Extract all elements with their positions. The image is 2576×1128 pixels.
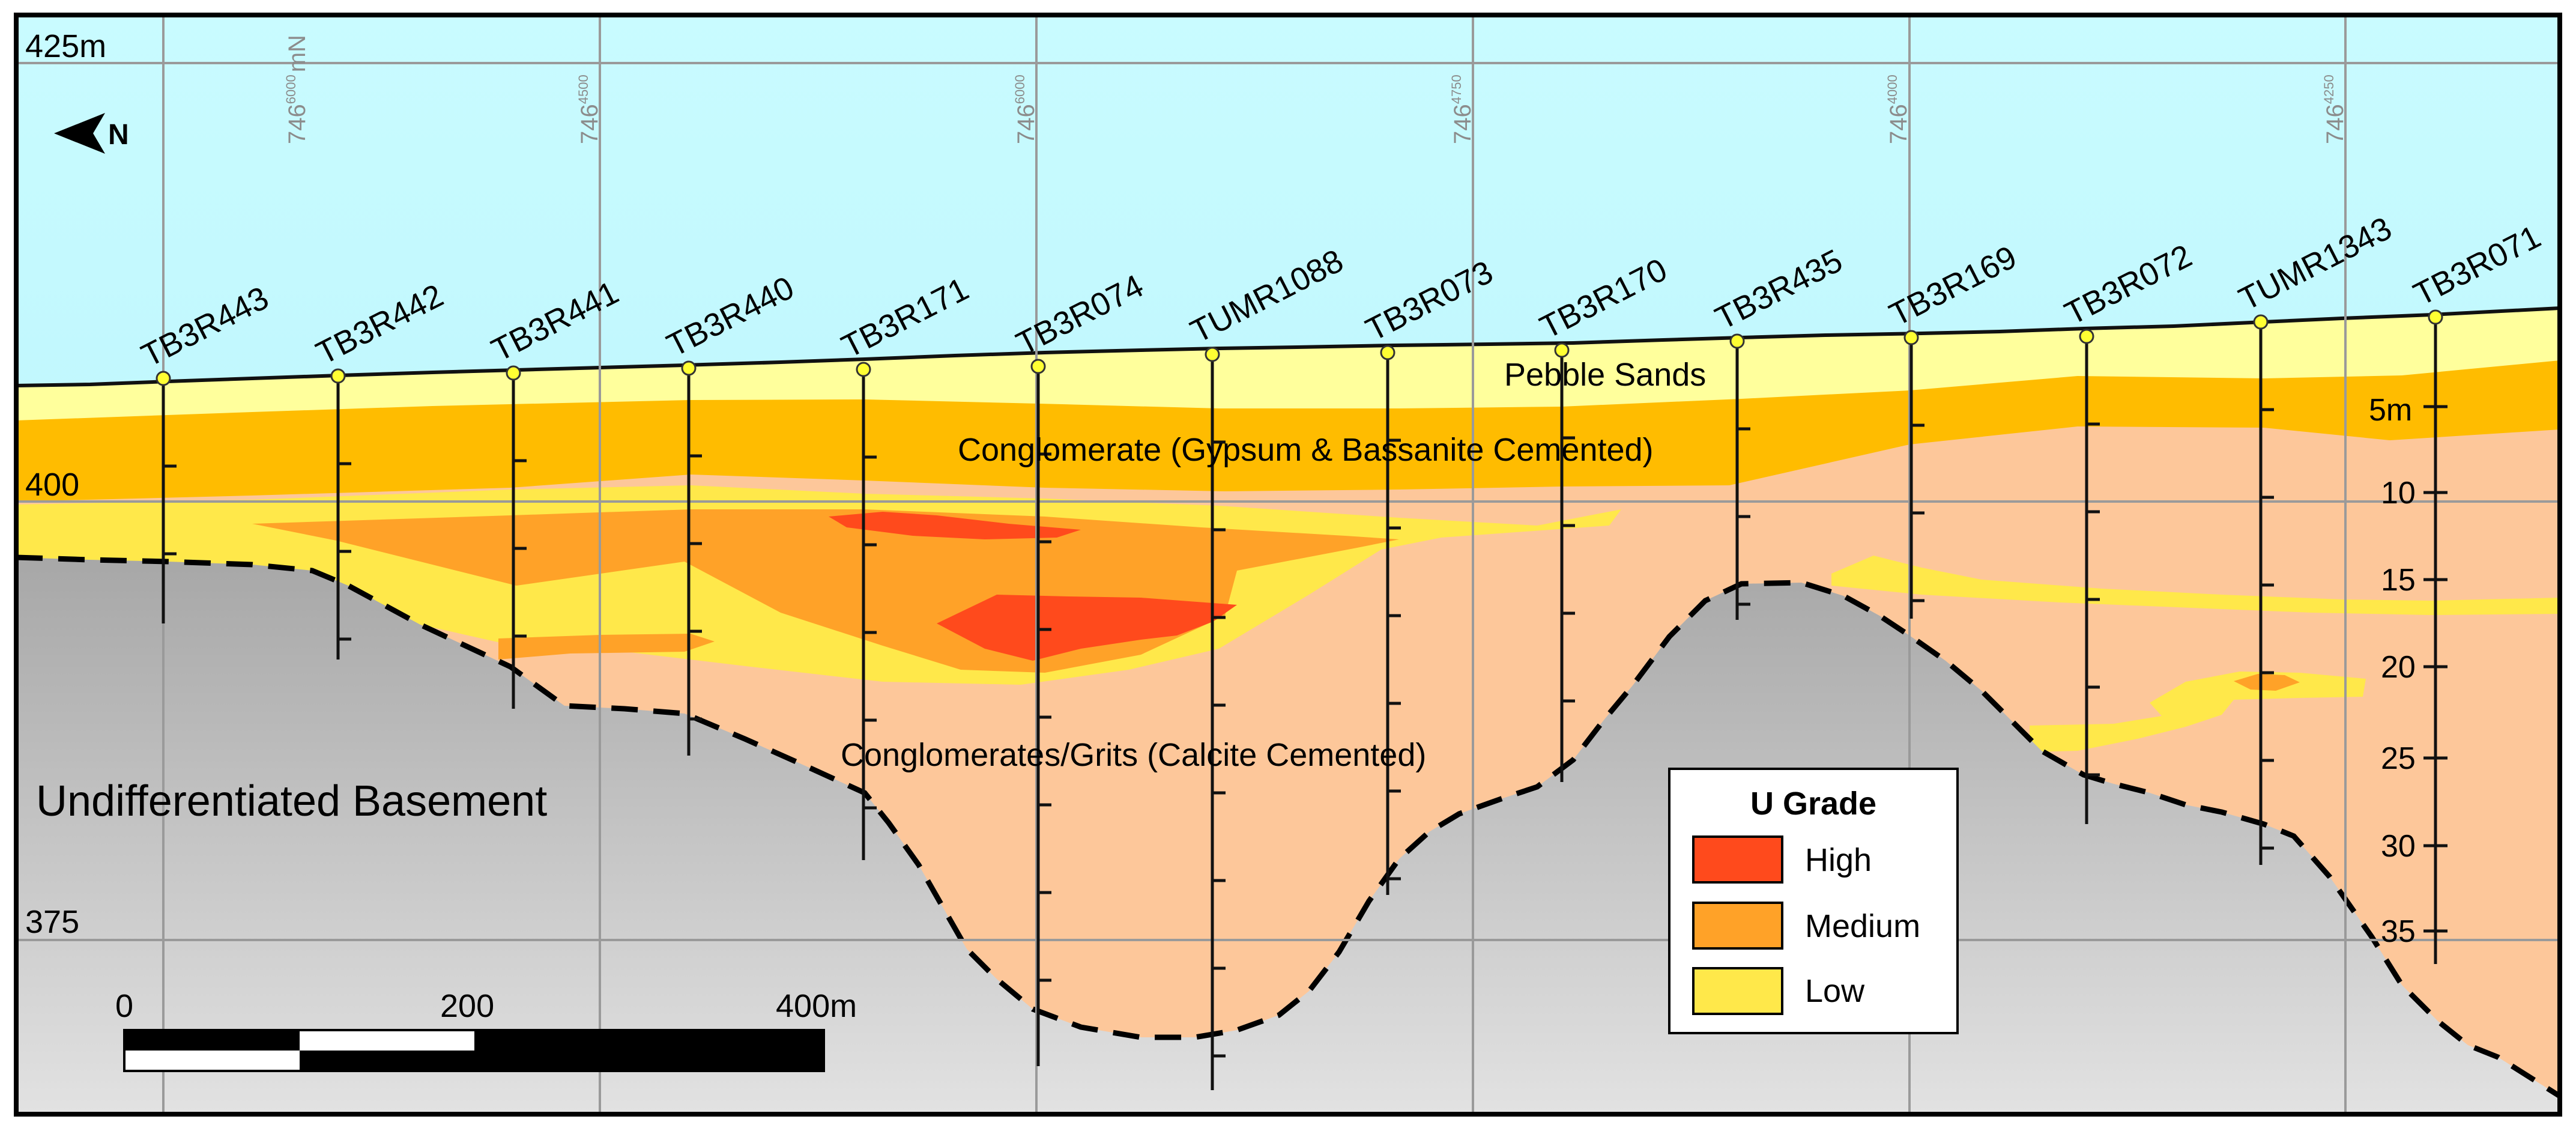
medium-grade-zone-small bbox=[498, 634, 715, 660]
legend-swatch-low bbox=[1692, 967, 1783, 1015]
basement-contact bbox=[16, 554, 2562, 1099]
svg-text:7464750: 7464750 bbox=[1449, 74, 1476, 144]
northing-label: 7464750 bbox=[1449, 74, 1476, 144]
northing-main: 746 bbox=[284, 104, 310, 144]
northing-label: 7464000 bbox=[1885, 74, 1912, 144]
northing-label: 7464500 bbox=[576, 74, 603, 144]
scale-bar-label-200: 200 bbox=[440, 988, 494, 1024]
northing-sup: 4000 bbox=[1885, 74, 1900, 104]
northing-main: 746 bbox=[1013, 104, 1039, 144]
northing-sup: 4250 bbox=[2321, 74, 2336, 104]
svg-text:7464500: 7464500 bbox=[576, 74, 603, 144]
drillhole-collar bbox=[1554, 342, 1570, 358]
scale-bar-label-400: 400m bbox=[776, 988, 857, 1024]
unit-label-pebble-sands: Pebble Sands bbox=[1504, 357, 1706, 393]
elevation-label-400: 400 bbox=[25, 467, 79, 503]
legend: U Grade High Medium Low bbox=[1668, 768, 1959, 1034]
unit-label-grits: Conglomerates/Grits (Calcite Cemented) bbox=[841, 737, 1426, 773]
svg-text:7466000: 7466000 bbox=[1012, 74, 1039, 144]
elevation-label-425: 425m bbox=[25, 28, 106, 64]
svg-text:7464250: 7464250 bbox=[2321, 74, 2348, 144]
drillhole-collar bbox=[2428, 309, 2443, 325]
ground-surface bbox=[16, 306, 2560, 387]
figure-frame bbox=[14, 13, 2562, 1117]
north-arrow: N bbox=[54, 113, 129, 154]
depth-label: 5m bbox=[2369, 393, 2412, 428]
drillhole-collar bbox=[2253, 314, 2269, 330]
northing-sup: 4750 bbox=[1449, 74, 1464, 104]
northing-label: 7464250 bbox=[2321, 74, 2348, 144]
north-arrow-icon bbox=[54, 113, 105, 154]
depth-label: 25 bbox=[2381, 741, 2416, 776]
high-grade-zone-south bbox=[937, 595, 1237, 661]
scale-bar-segment bbox=[474, 1030, 824, 1051]
legend-swatch-medium bbox=[1692, 902, 1783, 950]
north-arrow-label: N bbox=[108, 119, 129, 151]
unit-label-basement: Undifferentiated Basement bbox=[36, 777, 547, 825]
depth-label: 30 bbox=[2381, 829, 2416, 864]
depth-label: 20 bbox=[2381, 650, 2416, 685]
low-grade-zone-east bbox=[1831, 556, 2560, 615]
legend-label-low: Low bbox=[1805, 973, 1865, 1009]
drillhole-collar bbox=[681, 360, 697, 376]
scale-bar-segment bbox=[124, 1030, 300, 1051]
northing-sup: 6000 bbox=[283, 74, 298, 104]
svg-text:7464000: 7464000 bbox=[1885, 74, 1912, 144]
drillhole-collar bbox=[1380, 345, 1395, 360]
legend-label-medium: Medium bbox=[1805, 908, 1920, 944]
legend-title: U Grade bbox=[1750, 786, 1876, 822]
depth-label: 10 bbox=[2381, 476, 2416, 511]
unit-label-conglomerate: Conglomerate (Gypsum & Bassanite Cemente… bbox=[958, 432, 1654, 468]
drillhole-collar bbox=[1030, 359, 1046, 374]
northing-main: 746 bbox=[576, 104, 603, 144]
scale-bar-segment bbox=[300, 1051, 474, 1071]
drillhole-collar bbox=[1729, 333, 1745, 349]
northing-sup: 4500 bbox=[576, 74, 591, 104]
drillhole-collar bbox=[1903, 330, 1919, 345]
scale-bar-segment bbox=[474, 1051, 824, 1071]
northing-label: 7466000 bbox=[1012, 74, 1039, 144]
svg-text:7466000mN: 7466000 mN bbox=[283, 35, 310, 144]
depth-label: 35 bbox=[2381, 914, 2416, 949]
grid bbox=[16, 15, 2560, 1114]
drillhole-collar bbox=[1205, 347, 1220, 362]
drillhole-collar bbox=[506, 365, 521, 381]
northing-label: 7466000 mN bbox=[283, 35, 310, 144]
scale-bar-label-0: 0 bbox=[115, 988, 133, 1024]
northing-unit: mN bbox=[284, 35, 310, 72]
high-grade-zone-north bbox=[829, 512, 1081, 539]
northing-sup: 6000 bbox=[1012, 74, 1027, 104]
drillhole-collar bbox=[2079, 329, 2094, 344]
drillhole-collar bbox=[330, 368, 346, 384]
elevation-label-375: 375 bbox=[25, 904, 79, 940]
depth-scale: 5m 10 15 20 25 30 35 bbox=[2369, 393, 2448, 949]
northing-main: 746 bbox=[1450, 104, 1476, 144]
northing-main: 746 bbox=[2322, 104, 2348, 144]
drillhole-collar bbox=[856, 362, 871, 377]
legend-swatch-high bbox=[1692, 835, 1783, 884]
depth-label: 15 bbox=[2381, 563, 2416, 598]
medium-grade-zone-east bbox=[2234, 674, 2300, 691]
legend-label-high: High bbox=[1805, 842, 1872, 878]
low-grade-zone-southeast bbox=[2030, 672, 2366, 752]
northing-main: 746 bbox=[1885, 104, 1912, 144]
scale-bar: 0 200 400m bbox=[115, 988, 857, 1072]
drillhole-collar bbox=[156, 371, 171, 386]
